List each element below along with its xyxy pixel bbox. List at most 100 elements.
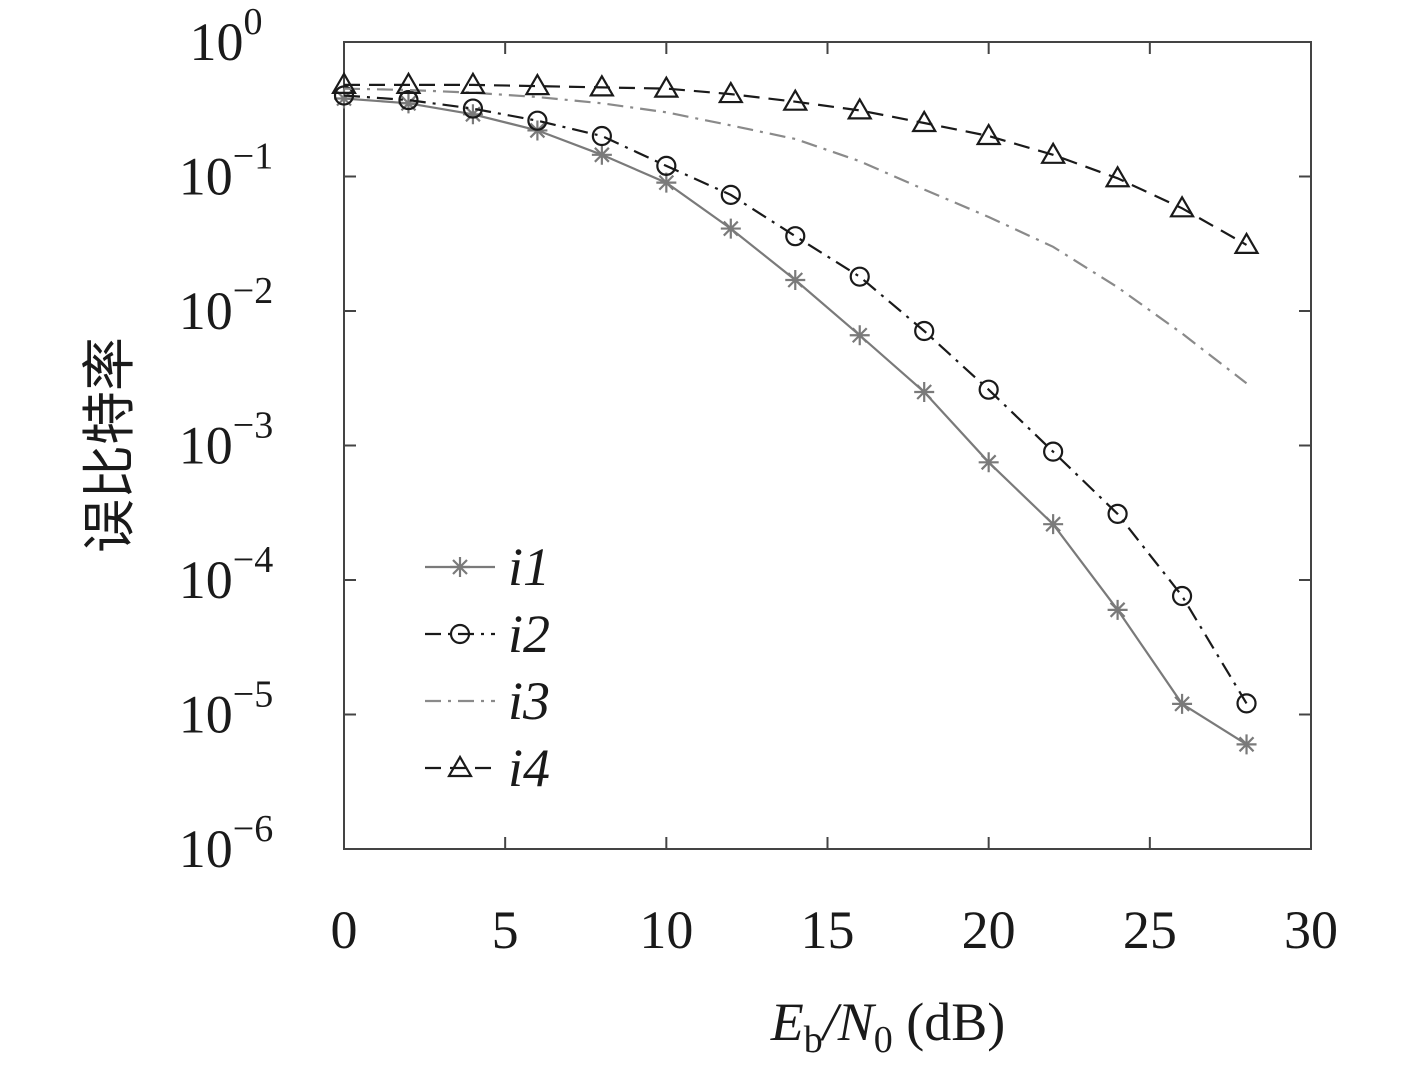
y-tick-base: 10 — [179, 685, 233, 745]
data-point-triangle — [911, 109, 938, 133]
legend-label: i2 — [508, 604, 550, 664]
data-point-asterisk — [1107, 599, 1128, 620]
series-i3 — [343, 87, 1248, 385]
data-point-circle — [914, 320, 935, 342]
y-tick-label: 10−5 — [179, 674, 273, 745]
y-tick-base: 10 — [179, 819, 233, 879]
data-point-triangle — [717, 80, 744, 104]
x-label-unit: (dB) — [893, 992, 1005, 1052]
y-tick-label: 10−4 — [179, 539, 273, 610]
y-tick-exp: −4 — [233, 539, 273, 581]
legend-label: i3 — [508, 671, 550, 731]
x-label-sub: b — [804, 1019, 823, 1061]
legend-item-i1: i1 — [425, 537, 550, 597]
data-point-circle — [1171, 585, 1193, 607]
y-tick-label: 10−6 — [179, 808, 273, 879]
data-point-triangle — [975, 122, 1002, 146]
y-tick-label: 10−1 — [179, 136, 273, 207]
data-point-asterisk — [720, 218, 741, 239]
data-point-triangle — [1233, 231, 1260, 255]
y-tick-base: 10 — [179, 550, 233, 610]
y-tick-exp: −1 — [233, 136, 273, 178]
data-point-triangle — [331, 71, 357, 94]
series-group — [331, 71, 1260, 755]
data-point-asterisk — [450, 557, 470, 577]
y-tick-exp: −6 — [233, 808, 273, 850]
data-point-circle — [398, 89, 419, 111]
legend-item-i2: i2 — [425, 604, 550, 664]
y-tick-exp: −5 — [233, 674, 273, 716]
series-i1 — [334, 88, 1257, 755]
data-point-triangle — [653, 75, 680, 98]
data-point-triangle — [1169, 195, 1195, 218]
data-point-asterisk — [978, 452, 999, 473]
x-axis-ticks: 0 5 10 15 20 25 30 — [331, 42, 1338, 960]
data-point-circle — [1236, 693, 1257, 714]
data-point-asterisk — [462, 104, 483, 125]
series-line — [343, 97, 1248, 746]
x-tick-label: 10 — [639, 900, 693, 960]
plot-frame — [343, 41, 1312, 850]
data-point-circle — [656, 155, 677, 176]
data-point-triangle — [782, 88, 809, 111]
x-tick-label: 30 — [1284, 900, 1338, 960]
data-point-circle — [785, 226, 806, 247]
y-tick-exp: 0 — [244, 1, 263, 43]
series-i2 — [333, 85, 1257, 714]
y-tick-base: 10 — [190, 12, 244, 72]
y-tick-label: 100 — [190, 1, 263, 72]
y-tick-label: 10−2 — [179, 270, 273, 341]
data-point-circle — [333, 85, 355, 106]
legend: i1 i2 i3 i4 — [425, 537, 550, 798]
x-tick-label: 5 — [492, 900, 519, 960]
series-line — [344, 83, 1248, 246]
data-point-circle — [1107, 503, 1128, 525]
data-point-asterisk — [398, 93, 419, 114]
x-label-main: E — [770, 992, 804, 1052]
x-tick-label: 0 — [331, 900, 358, 960]
x-label-mid: /N — [820, 992, 877, 1052]
data-point-triangle — [846, 97, 873, 120]
legend-label: i4 — [508, 738, 550, 798]
data-point-triangle — [1104, 165, 1131, 188]
y-tick-exp: −3 — [233, 405, 273, 447]
data-point-circle — [720, 184, 741, 205]
series-i4 — [331, 71, 1260, 255]
series-line — [343, 87, 1248, 385]
data-point-triangle — [524, 72, 551, 96]
x-tick-label: 20 — [962, 900, 1016, 960]
data-point-asterisk — [849, 325, 870, 346]
data-point-asterisk — [334, 88, 354, 109]
data-point-circle — [527, 110, 548, 131]
data-point-circle — [1043, 441, 1064, 462]
data-point-circle — [591, 125, 612, 147]
data-point-circle — [849, 266, 870, 287]
data-point-circle — [462, 98, 484, 119]
data-point-asterisk — [656, 172, 677, 193]
y-tick-base: 10 — [179, 147, 233, 207]
data-point-triangle — [1040, 141, 1067, 164]
data-point-asterisk — [1236, 734, 1257, 755]
y-tick-base: 10 — [179, 281, 233, 341]
x-tick-label: 25 — [1123, 900, 1177, 960]
data-point-triangle — [447, 754, 473, 778]
data-point-triangle — [588, 74, 615, 97]
y-tick-base: 10 — [179, 416, 233, 476]
data-point-asterisk — [914, 381, 935, 402]
x-tick-label: 15 — [801, 900, 855, 960]
data-point-circle — [449, 623, 471, 645]
legend-item-i3: i3 — [425, 671, 550, 731]
data-point-asterisk — [1172, 693, 1193, 714]
y-tick-exp: −2 — [233, 270, 273, 312]
y-tick-label: 10−3 — [179, 405, 273, 476]
x-axis-label: Eb/N0 (dB) — [770, 992, 1006, 1061]
data-point-asterisk — [1043, 514, 1064, 535]
legend-item-i4: i4 — [425, 738, 550, 798]
y-axis-label: 误比特率 — [80, 337, 140, 553]
data-point-triangle — [395, 71, 422, 94]
legend-label: i1 — [508, 537, 550, 597]
data-point-asterisk — [591, 144, 612, 165]
data-point-triangle — [460, 71, 486, 94]
